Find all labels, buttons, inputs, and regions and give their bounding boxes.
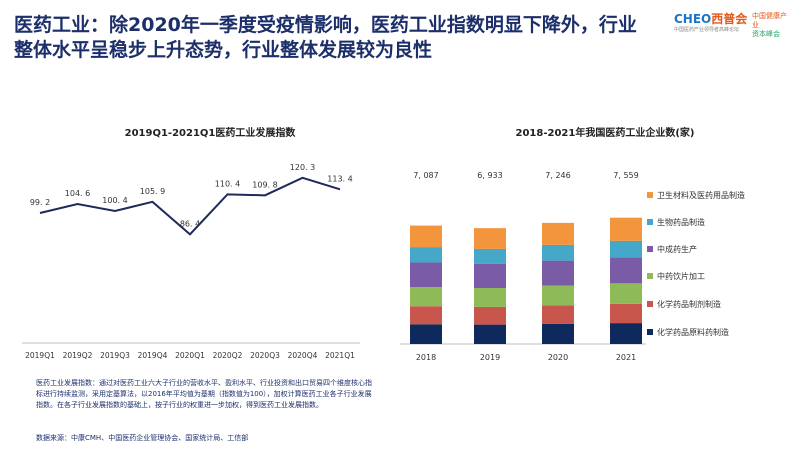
legend-label: 中成药生产 xyxy=(657,244,697,254)
stacked-bar-chart: 7, 087 2018 6, 933 2019 7, 246 2020 7, 559 2021… xyxy=(400,171,745,362)
logo-subtitle: 中国医药产业领导者高峰论坛 xyxy=(674,27,740,33)
bar-segment xyxy=(542,305,574,324)
line-x-tick-label: 2019Q4 xyxy=(138,351,168,360)
line-x-tick-label: 2019Q1 xyxy=(25,351,55,360)
line-data-label: 104. 6 xyxy=(65,189,90,198)
bar-x-tick-label: 2021 xyxy=(616,353,636,362)
legend-label: 化学药品制剂制造 xyxy=(657,299,721,309)
legend-label: 中药饮片加工 xyxy=(657,271,705,281)
bar-segment xyxy=(542,222,574,245)
line-data-label: 109. 8 xyxy=(252,180,277,189)
bar-total-label: 7, 087 xyxy=(413,171,438,180)
line-data-label: 99. 2 xyxy=(30,198,50,207)
bar-segment xyxy=(474,263,506,289)
bar-segment xyxy=(410,306,442,325)
legend-swatch xyxy=(647,246,653,252)
bar-segment xyxy=(410,247,442,263)
bar-segment xyxy=(474,228,506,249)
line-x-tick-label: 2019Q3 xyxy=(100,351,130,360)
legend-label: 卫生材料及医药用品制造 xyxy=(657,190,745,200)
logo-right-text: 中国健康产业 资本峰会 xyxy=(752,12,792,39)
bar-segment xyxy=(542,244,574,261)
bar-segment xyxy=(410,287,442,307)
logo-right-bottom: 资本峰会 xyxy=(752,30,780,38)
legend-swatch xyxy=(647,219,653,225)
legend-swatch xyxy=(647,273,653,279)
line-data-label: 86. 4 xyxy=(180,219,200,228)
logo-right-top: 中国健康产业 xyxy=(752,12,787,29)
bar-total-label: 6, 933 xyxy=(477,171,502,180)
line-x-tick-label: 2020Q2 xyxy=(213,351,243,360)
bar-segment xyxy=(610,240,642,258)
line-data-label: 120. 3 xyxy=(290,163,315,172)
bar-segment xyxy=(610,257,642,284)
bar-segment xyxy=(610,323,642,344)
footnote: 医药工业发展指数：通过对医药工业六大子行业的营收水平、盈利水平、行业投资和出口贸… xyxy=(36,379,372,409)
bar-x-tick-label: 2018 xyxy=(416,353,436,362)
data-source: 数据来源：中康CMH、中国医药企业管理协会、国家统计局、工信部 xyxy=(36,434,249,442)
line-data-label: 110. 4 xyxy=(215,179,240,188)
bar-segment xyxy=(474,306,506,325)
legend-swatch xyxy=(647,192,653,198)
legend-label: 生物药品制造 xyxy=(657,217,705,227)
bar-x-tick-label: 2020 xyxy=(548,353,568,362)
legend-swatch xyxy=(647,301,653,307)
line-x-tick-label: 2020Q1 xyxy=(175,351,205,360)
bar-segment xyxy=(474,248,506,264)
line-chart-title: 2019Q1-2021Q1医药工业发展指数 xyxy=(124,128,296,139)
logo-main-text: CHEO西普会 xyxy=(674,10,747,27)
bar-x-tick-label: 2019 xyxy=(480,353,500,362)
line-x-tick-label: 2019Q2 xyxy=(63,351,93,360)
bar-segment xyxy=(542,323,574,344)
bar-segment xyxy=(610,283,642,304)
bar-segment xyxy=(410,225,442,248)
logo-cn: 西普会 xyxy=(711,12,748,26)
page-title: 医药工业：除2020年一季度受疫情影响，医药工业指数明显下降外，行业整体水平呈稳… xyxy=(14,14,637,61)
line-series xyxy=(39,176,341,236)
line-data-label: 100. 4 xyxy=(102,196,127,205)
line-x-tick-label: 2021Q1 xyxy=(325,351,355,360)
legend-swatch xyxy=(647,329,653,335)
line-x-tick-label: 2020Q4 xyxy=(288,351,318,360)
line-data-label: 113. 4 xyxy=(327,174,352,183)
bar-total-label: 7, 559 xyxy=(613,171,638,180)
logo-latin: CHEO xyxy=(674,12,712,26)
bar-segment xyxy=(474,324,506,344)
bar-segment xyxy=(410,262,442,288)
line-chart: 99. 2 2019Q1 104. 6 2019Q2 100. 4 2019Q3 105. … xyxy=(22,163,360,360)
line-x-tick-label: 2020Q3 xyxy=(250,351,280,360)
bar-total-label: 7, 246 xyxy=(545,171,570,180)
bar-segment xyxy=(410,324,442,344)
bar-segment xyxy=(610,303,642,324)
bar-segment xyxy=(542,260,574,286)
bar-segment xyxy=(474,288,506,307)
line-data-label: 105. 9 xyxy=(140,187,165,196)
brand-logo: CHEO西普会 中国医药产业领导者高峰论坛 中国健康产业 资本峰会 xyxy=(674,8,792,40)
bar-chart-title: 2018-2021年我国医药工业企业数(家) xyxy=(515,128,695,139)
legend-label: 化学药品原料药制造 xyxy=(657,327,729,337)
bar-segment xyxy=(610,217,642,241)
bar-segment xyxy=(542,285,574,306)
